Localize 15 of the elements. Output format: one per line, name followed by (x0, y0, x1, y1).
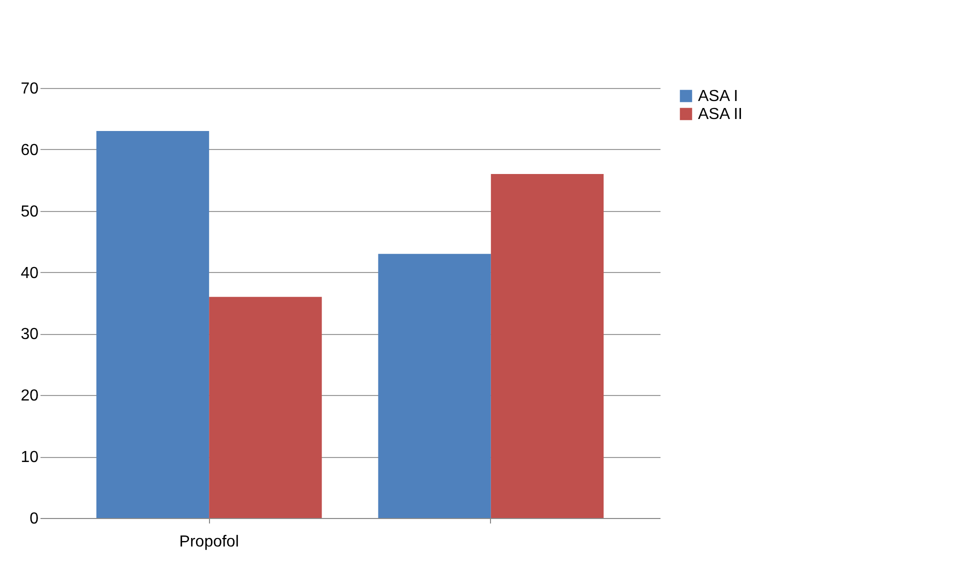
y-tick-label: 0 (30, 510, 39, 528)
y-tick-label: 20 (20, 388, 39, 405)
y-tick-label: 70 (20, 80, 39, 98)
legend-label: ASA II (698, 106, 742, 123)
y-tick-label: 50 (20, 203, 39, 220)
bar (378, 254, 491, 518)
bar (209, 296, 322, 518)
y-tick-label: 10 (20, 449, 39, 466)
y-tick-label: 60 (20, 142, 39, 159)
x-tick-label: Propofol (179, 534, 239, 550)
y-tick-label: 30 (20, 326, 39, 344)
legend-label: ASA I (698, 88, 738, 105)
bar (490, 174, 604, 518)
y-tick-label: 40 (20, 264, 39, 282)
bar (96, 131, 210, 518)
